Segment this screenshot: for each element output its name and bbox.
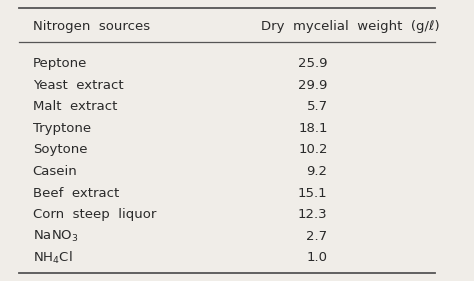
Text: 1.0: 1.0 [307, 251, 328, 264]
Text: Dry  mycelial  weight  (g/ℓ): Dry mycelial weight (g/ℓ) [261, 20, 439, 33]
Text: 25.9: 25.9 [298, 57, 328, 70]
Text: Nitrogen  sources: Nitrogen sources [33, 20, 150, 33]
Text: 18.1: 18.1 [298, 122, 328, 135]
Text: 12.3: 12.3 [298, 208, 328, 221]
Text: 2.7: 2.7 [307, 230, 328, 243]
Text: Tryptone: Tryptone [33, 122, 91, 135]
Text: 10.2: 10.2 [298, 143, 328, 157]
Text: 5.7: 5.7 [307, 100, 328, 113]
Text: Peptone: Peptone [33, 57, 87, 70]
Text: Beef  extract: Beef extract [33, 187, 119, 200]
Text: NaNO$_3$: NaNO$_3$ [33, 228, 78, 244]
Text: Corn  steep  liquor: Corn steep liquor [33, 208, 156, 221]
Text: Casein: Casein [33, 165, 77, 178]
Text: Yeast  extract: Yeast extract [33, 79, 123, 92]
Text: 29.9: 29.9 [298, 79, 328, 92]
Text: Soytone: Soytone [33, 143, 87, 157]
Text: NH$_4$Cl: NH$_4$Cl [33, 250, 72, 266]
Text: Malt  extract: Malt extract [33, 100, 117, 113]
Text: 9.2: 9.2 [307, 165, 328, 178]
Text: 15.1: 15.1 [298, 187, 328, 200]
